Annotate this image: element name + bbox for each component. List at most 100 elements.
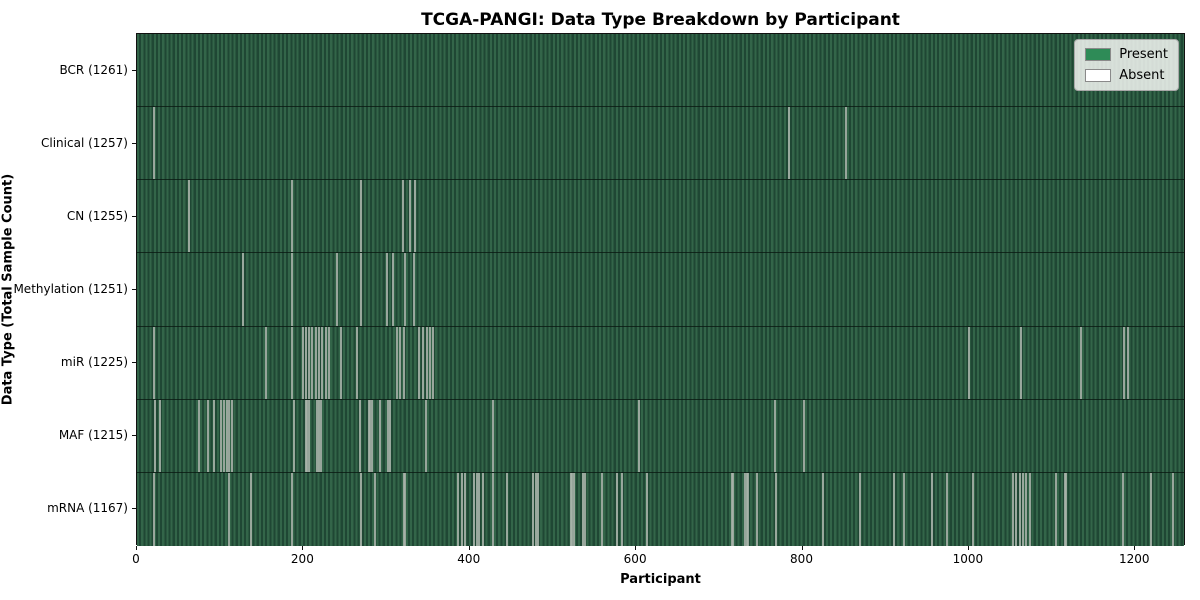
absent-line [359,180,362,253]
absent-line [968,326,971,399]
absent-line [386,399,389,472]
absent-line [318,399,320,472]
x-tick-label-800: 800 [790,552,813,566]
absent-line [1149,472,1152,546]
absent-line [1015,472,1018,546]
absent-line [475,472,478,546]
absent-line [399,326,402,399]
legend-label: Absent [1119,68,1165,83]
y-tick-label-Clinical: Clinical (1257) [41,135,128,150]
y-tick-label-BCR: BCR (1261) [59,62,128,77]
absent-line [845,107,848,180]
plot-area: Present Absent [136,33,1185,546]
absent-line [401,180,404,253]
absent-line [291,253,294,326]
absent-line [404,472,407,546]
absent-line [492,399,495,472]
absent-line [743,472,746,546]
absent-line [306,399,309,472]
absent-line [314,326,317,399]
absent-line [534,472,537,546]
absent-line [413,253,416,326]
legend-item-absent: Absent [1085,68,1168,83]
legend-item-present: Present [1085,47,1168,62]
absent-line [1022,472,1025,546]
absent-line [308,326,311,399]
absent-line [225,399,228,472]
absent-line [421,326,424,399]
absent-line [583,472,586,546]
y-tick-mark [132,362,136,364]
absent-line [425,326,428,399]
legend-swatch-present [1085,48,1112,61]
absent-line [601,472,604,546]
absent-line [152,326,155,399]
x-tick-mark [136,546,137,550]
heatmap-rows [137,34,1184,546]
absent-line [153,399,156,472]
absent-line [228,472,231,546]
absent-line [327,326,330,399]
absent-line [621,472,624,546]
legend: Present Absent [1074,39,1179,91]
absent-line [291,472,294,546]
x-tick-label-200: 200 [290,552,314,566]
y-tick-label-MAF: MAF (1215) [58,428,128,443]
absent-line [492,472,495,546]
absent-line [572,472,575,546]
absent-line [291,180,294,253]
absent-line [745,472,748,546]
absent-line [152,472,155,546]
absent-line [293,399,296,472]
absent-line [460,472,463,546]
absent-line [616,472,619,546]
absent-line [1028,472,1031,546]
absent-line [645,472,648,546]
absent-line [318,326,320,399]
absent-line [304,399,307,472]
absent-line [414,180,417,253]
absent-line [481,472,484,546]
absent-line [188,180,191,253]
absent-line [456,472,459,546]
absent-line [425,399,428,472]
absent-line [158,399,161,472]
absent-line [1080,326,1083,399]
absent-line [308,399,311,472]
absent-line [291,326,294,399]
absent-line [473,472,476,546]
absent-line [359,472,362,546]
absent-line [198,399,201,472]
absent-line [369,399,372,472]
absent-line [230,399,233,472]
x-axis-title: Participant [620,572,701,587]
absent-line [206,399,209,472]
row-Clinical [137,107,1184,181]
absent-line [242,253,245,326]
y-tick-mark [132,508,136,510]
absent-line [359,253,362,326]
absent-line [787,107,790,180]
absent-line [730,472,733,546]
absent-line [1063,472,1066,546]
absent-line [311,326,314,399]
absent-line [324,326,327,399]
absent-line [821,472,824,546]
row-BCR [137,34,1184,108]
y-tick-label-CN: CN (1255) [66,208,128,223]
absent-line [903,472,906,546]
absent-line [773,399,776,472]
absent-line [304,326,307,399]
absent-line [336,253,339,326]
absent-line [386,253,389,326]
absent-line [569,472,572,546]
row-mRNA [137,472,1184,546]
absent-line [373,472,376,546]
absent-line [1055,472,1058,546]
y-tick-mark [132,69,136,71]
chart-title: TCGA-PANGI: Data Type Breakdown by Parti… [421,10,900,30]
absent-line [223,399,226,472]
absent-line [402,472,405,546]
y-tick-label-Methylation: Methylation (1251) [13,282,128,296]
